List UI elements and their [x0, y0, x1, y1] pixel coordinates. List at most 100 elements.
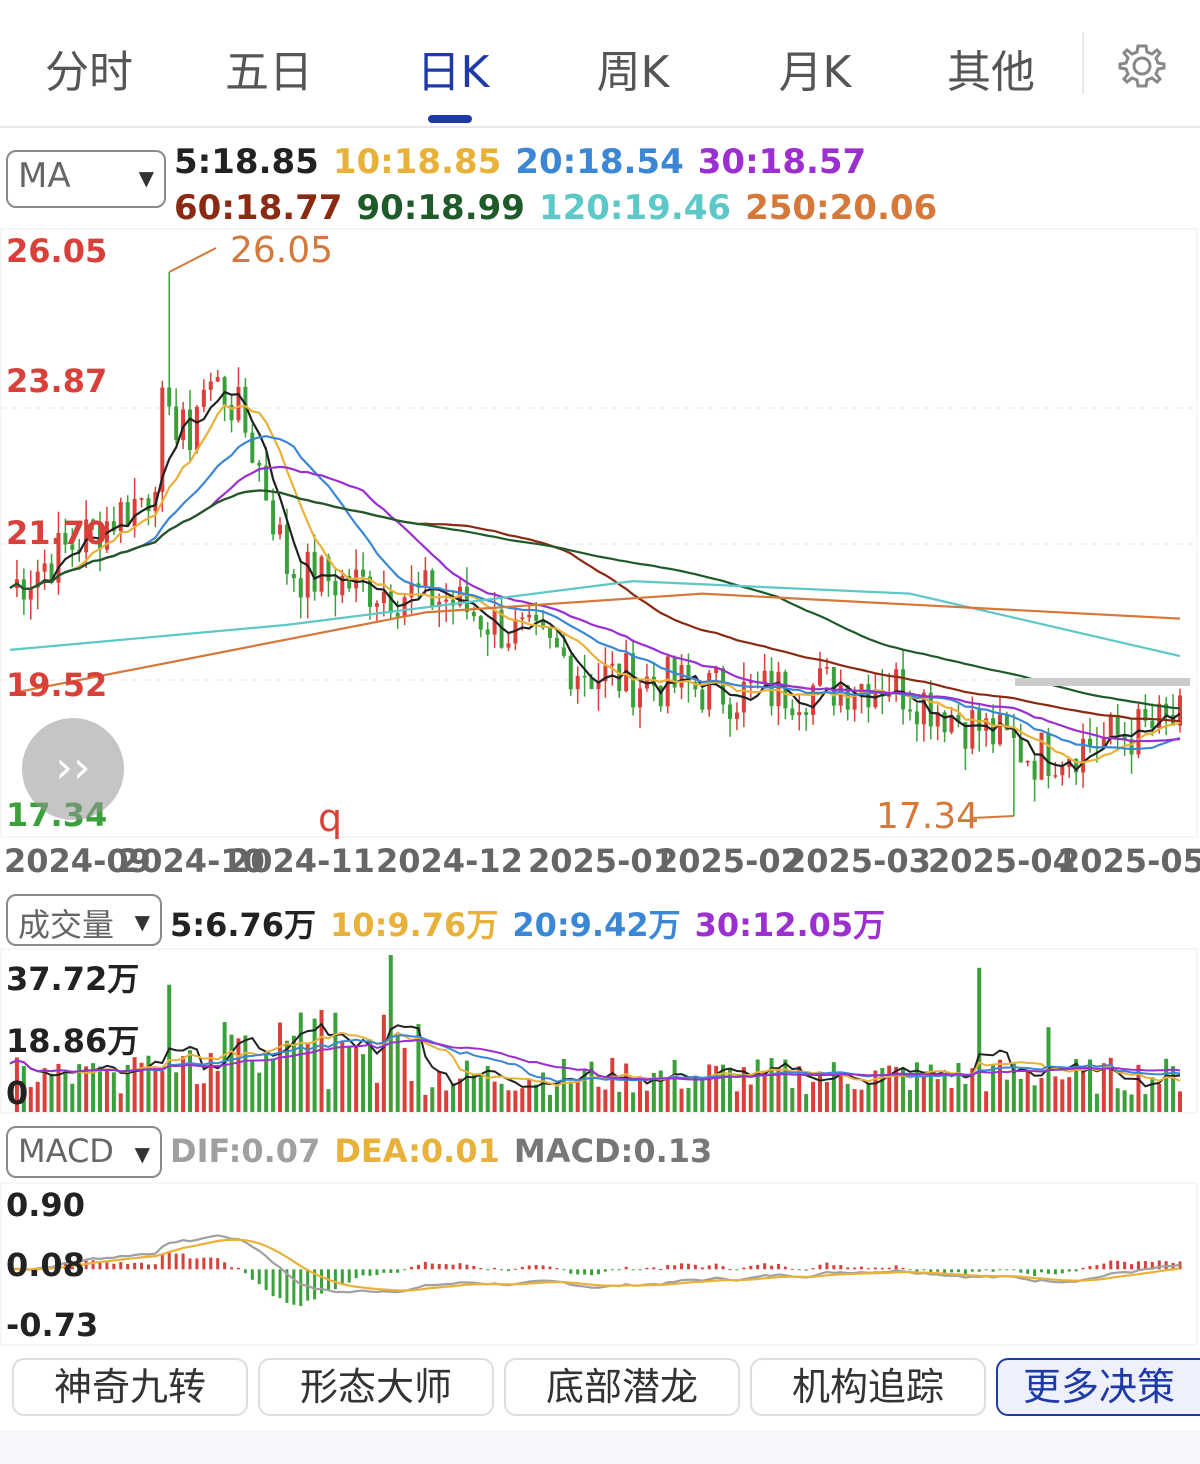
macd-histogram-bar	[1123, 1261, 1127, 1270]
tab-intraday[interactable]: 分时	[45, 47, 133, 98]
volume-bar	[548, 1094, 552, 1112]
volume-bar	[499, 1083, 504, 1112]
volume-bar	[894, 1066, 899, 1112]
tab-five-day[interactable]: 五日	[225, 47, 313, 98]
candle-body	[589, 677, 594, 690]
candle-body	[956, 715, 961, 723]
candle-body	[388, 591, 393, 614]
macd-histogram-bar	[112, 1263, 116, 1270]
tab-other[interactable]: 其他	[947, 47, 1035, 98]
candle-body	[1164, 703, 1169, 715]
volume-bar	[354, 1044, 359, 1112]
volume-bar	[589, 1061, 594, 1112]
volume-bar-chart[interactable]	[0, 948, 1200, 1114]
volume-bar	[568, 1081, 573, 1112]
candle-body	[208, 381, 213, 390]
volume-bar	[1171, 1066, 1176, 1112]
volume-bar	[229, 1034, 234, 1112]
tab-weekly-k[interactable]: 周K	[596, 47, 670, 98]
candle-body	[1157, 703, 1162, 729]
candle-body	[478, 616, 483, 630]
macd-value: MACD:0.13	[513, 1132, 713, 1170]
candle-body	[437, 601, 442, 607]
candle-body	[1074, 758, 1079, 773]
volume-bar	[762, 1070, 767, 1112]
candle-body	[1088, 738, 1092, 747]
more-decisions-button[interactable]: 更多决策	[996, 1358, 1200, 1416]
macd-histogram-bar	[1109, 1260, 1113, 1270]
volume-bar	[728, 1068, 732, 1112]
candle-body	[444, 599, 449, 602]
ma120-value: 120:19.46	[538, 188, 732, 228]
bottom-dragon-button[interactable]: 底部潜龙	[504, 1358, 740, 1416]
pattern-master-button[interactable]: 形态大师	[258, 1358, 494, 1416]
volume-bar	[887, 1065, 892, 1112]
volume-bar	[146, 1055, 151, 1112]
candle-body	[658, 685, 663, 707]
volume-indicator-select[interactable]: 成交量 ▼	[6, 894, 162, 946]
candle-body	[942, 712, 947, 733]
macd-histogram-bar	[340, 1269, 344, 1286]
volume-bar	[520, 1088, 525, 1112]
volume-bar	[942, 1073, 947, 1112]
volume-bar	[91, 1063, 96, 1112]
candle-body	[35, 571, 40, 588]
price-axis-level-4: 19.52	[6, 666, 108, 704]
macd-histogram-bar	[1088, 1266, 1092, 1270]
max-price-label: 26.05	[230, 230, 334, 271]
ma30-value: 30:18.57	[697, 142, 867, 182]
macd-histogram-bar	[555, 1268, 559, 1270]
macd-histogram-bar	[825, 1262, 829, 1270]
macd-indicator-select[interactable]: MACD ▼	[6, 1126, 162, 1178]
macd-histogram-bar	[195, 1258, 199, 1270]
macd-histogram-bar	[216, 1258, 220, 1270]
double-chevron-right-icon[interactable]: ››	[22, 718, 124, 820]
candle-body	[298, 578, 303, 598]
macd-histogram-bar	[271, 1269, 275, 1297]
candle-body	[347, 575, 352, 589]
volume-bar	[104, 1068, 109, 1112]
volume-bar	[430, 1087, 435, 1112]
ma20-value: 20:18.54	[515, 142, 684, 182]
macd-histogram-bar	[389, 1269, 393, 1273]
caret-down-icon: ▼	[134, 910, 150, 934]
candle-body	[721, 668, 726, 705]
candle-body	[340, 575, 345, 596]
tab-daily-k[interactable]: 日K	[416, 47, 490, 98]
volume-bar	[111, 1072, 116, 1112]
volume-bar	[181, 1056, 186, 1112]
macd-histogram-bar	[749, 1265, 753, 1270]
macd-histogram-bar	[735, 1269, 739, 1271]
volume-bar	[1032, 1085, 1037, 1112]
volume-bar	[1129, 1094, 1134, 1112]
gear-icon[interactable]	[1116, 40, 1168, 92]
ma-indicator-select[interactable]: MA ▼	[6, 150, 166, 208]
volume-bar	[1164, 1058, 1169, 1112]
min-price-label: 17.34	[876, 796, 980, 837]
tab-monthly-k[interactable]: 月K	[778, 47, 852, 98]
volume-bar	[658, 1070, 663, 1112]
candle-body	[49, 563, 54, 583]
magic-nine-button[interactable]: 神奇九转	[12, 1358, 248, 1416]
institution-tracking-button[interactable]: 机构追踪	[750, 1358, 986, 1416]
volume-bar	[984, 1091, 989, 1112]
candle-body	[257, 462, 262, 466]
macd-histogram-bar	[666, 1264, 670, 1270]
macd-histogram-bar	[901, 1267, 905, 1270]
macd-histogram-bar	[160, 1254, 164, 1270]
vol30-value: 30:12.05万	[694, 906, 886, 944]
volume-bar	[1143, 1094, 1148, 1112]
volume-bar	[139, 1062, 144, 1112]
candle-body	[118, 502, 123, 532]
price-candlestick-chart[interactable]	[0, 228, 1200, 840]
macd-histogram-bar	[541, 1265, 545, 1270]
volume-bar	[638, 1079, 642, 1112]
candle-body	[188, 409, 192, 451]
macd-histogram-bar	[797, 1269, 801, 1271]
volume-bar	[208, 1053, 213, 1112]
candle-body	[1101, 737, 1106, 749]
candle-body	[963, 722, 968, 749]
vol10-value: 10:9.76万	[330, 906, 499, 944]
dif-line	[9, 1234, 1181, 1294]
macd-chart[interactable]	[0, 1182, 1200, 1346]
